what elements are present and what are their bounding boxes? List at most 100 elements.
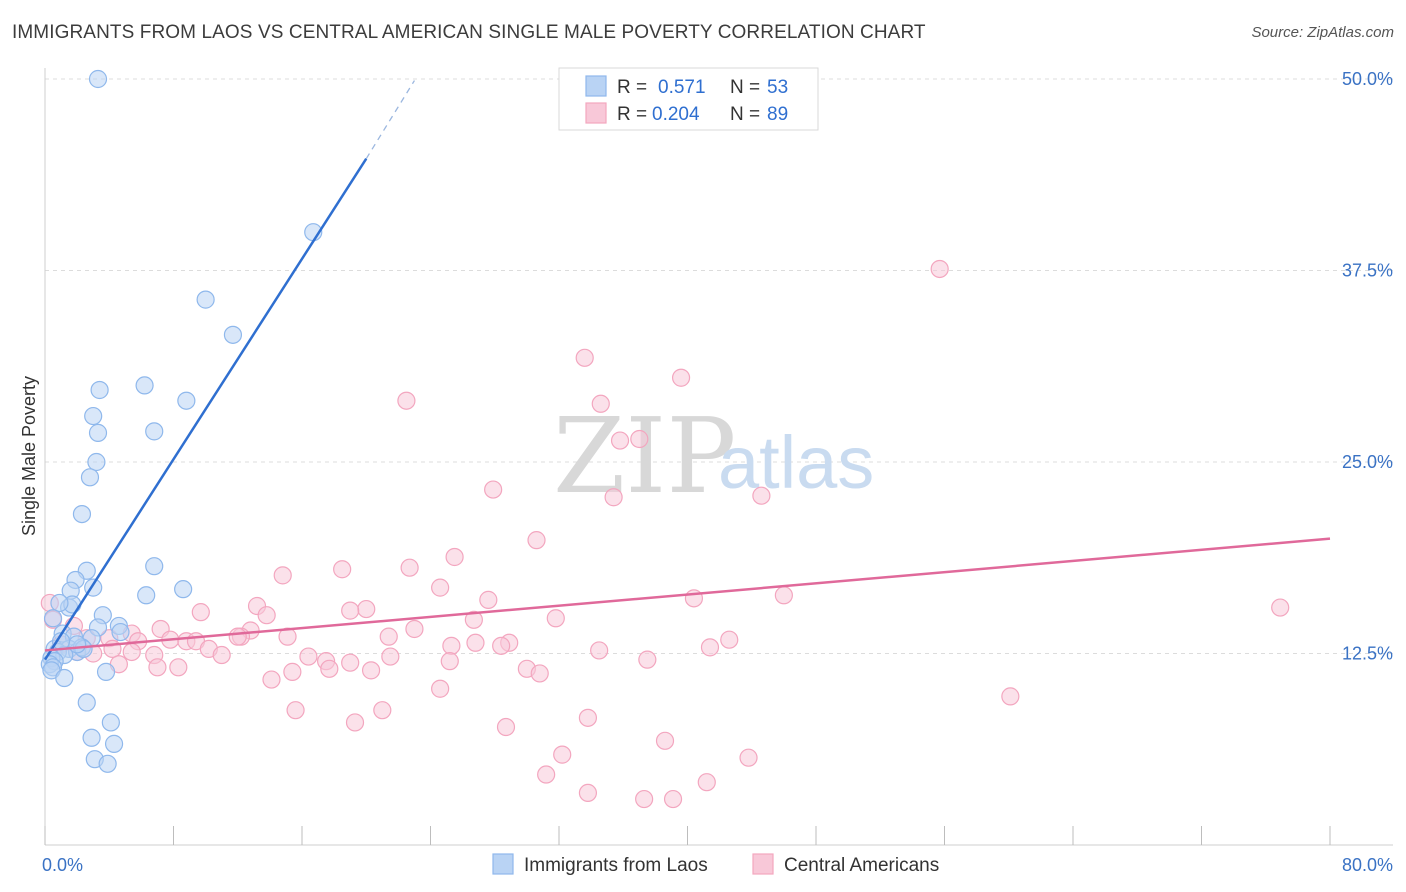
- legend-r-value-laos: 0.571: [658, 77, 706, 98]
- central-american-point: [590, 641, 609, 660]
- central-american-point: [257, 606, 276, 625]
- bottom-legend-swatch-laos: [492, 853, 514, 875]
- watermark: ZIP atlas: [553, 395, 874, 517]
- central-american-point: [361, 661, 381, 680]
- central-american-point: [283, 662, 302, 681]
- laos-point: [111, 622, 130, 642]
- central-american-point: [373, 701, 392, 720]
- central-american-point: [546, 609, 565, 628]
- central-american-point: [273, 566, 292, 585]
- central-american-point: [345, 713, 365, 732]
- legend-r-label-laos: R =: [617, 77, 647, 98]
- central-american-point: [671, 368, 691, 387]
- legend-n-value-laos: 53: [767, 77, 788, 98]
- laos-point: [90, 380, 109, 400]
- stats-legend: R = 0.571 N = 53 R = 0.204 N = 89: [558, 67, 819, 131]
- laos-point: [196, 290, 215, 309]
- laos-point: [96, 662, 116, 681]
- laos-point: [43, 609, 63, 628]
- laos-point: [137, 586, 156, 605]
- central-american-point: [341, 653, 360, 672]
- central-american-point: [604, 488, 623, 507]
- central-american-point: [381, 647, 400, 666]
- central-american-point: [445, 547, 464, 567]
- central-american-point: [700, 638, 720, 657]
- bottom-legend-label-laos: Immigrants from Laos: [524, 855, 708, 876]
- central-american-point: [697, 773, 716, 792]
- legend-n-label-laos: N =: [730, 77, 760, 98]
- central-american-point: [630, 429, 649, 449]
- x-tick-label-min: 0.0%: [42, 855, 83, 875]
- laos-point: [223, 325, 243, 344]
- bottom-legend-swatch-central: [752, 853, 774, 875]
- central-american-point: [397, 391, 416, 410]
- legend-r-value-central: 0.204: [652, 104, 700, 125]
- central-american-point: [774, 586, 793, 605]
- laos-trend-extension: [365, 80, 415, 160]
- central-american-point: [578, 783, 598, 803]
- y-tick-label: 37.5%: [1342, 261, 1393, 281]
- central-american-point: [341, 601, 360, 620]
- central-american-point: [720, 630, 739, 649]
- laos-point: [80, 468, 100, 487]
- central-american-point: [191, 603, 210, 622]
- laos-point: [77, 693, 96, 712]
- central-american-point: [320, 659, 339, 678]
- laos-point: [104, 734, 124, 753]
- central-american-point: [262, 670, 281, 689]
- central-american-point: [286, 701, 305, 720]
- laos-point: [135, 376, 154, 395]
- source-label: Source: ZipAtlas.com: [1251, 24, 1394, 41]
- central-american-point: [479, 590, 498, 609]
- laos-point: [177, 391, 196, 410]
- central-american-point: [357, 599, 376, 619]
- central-american-point: [930, 259, 949, 279]
- y-tick-label: 50.0%: [1342, 69, 1393, 89]
- central-american-point: [431, 578, 450, 597]
- chart-title: IMMIGRANTS FROM LAOS VS CENTRAL AMERICAN…: [12, 22, 926, 43]
- legend-n-value-central: 89: [767, 104, 788, 125]
- central-american-point: [575, 348, 594, 367]
- central-americans-trend-line: [44, 537, 1331, 652]
- central-american-point: [379, 627, 398, 646]
- central-american-point: [442, 636, 461, 655]
- y-tick-label: 25.0%: [1342, 452, 1393, 472]
- laos-point: [145, 557, 164, 576]
- grid-lines: [45, 78, 1393, 654]
- central-american-point: [212, 645, 231, 665]
- central-american-point: [1001, 687, 1020, 706]
- laos-point: [50, 593, 69, 613]
- central-american-point: [635, 789, 654, 809]
- y-tick-label: 12.5%: [1342, 644, 1393, 664]
- central-american-point: [400, 558, 419, 577]
- central-american-point: [1271, 598, 1290, 617]
- bottom-legend-label-central: Central Americans: [784, 855, 939, 876]
- laos-point: [72, 504, 92, 524]
- central-american-point: [299, 647, 318, 666]
- watermark-zip: ZIP: [553, 395, 736, 517]
- laos-point: [145, 422, 164, 441]
- central-american-point: [655, 731, 675, 750]
- central-american-point: [169, 658, 188, 677]
- central-american-point: [578, 708, 598, 727]
- central-american-point: [122, 642, 141, 662]
- central-american-point: [496, 717, 516, 737]
- central-american-point: [431, 679, 450, 698]
- axes: [44, 68, 1393, 846]
- central-american-point: [492, 636, 511, 655]
- laos-point: [98, 754, 117, 773]
- central-american-point: [752, 486, 771, 505]
- central-american-point: [527, 531, 546, 550]
- x-tick-labels: 0.0% 80.0%: [42, 855, 1393, 875]
- legend-swatch-central: [585, 102, 607, 124]
- central-american-point: [663, 789, 683, 809]
- x-tick-label-max: 80.0%: [1342, 855, 1393, 875]
- laos-point: [68, 635, 87, 654]
- legend-n-label-central: N =: [730, 104, 760, 125]
- laos-point: [88, 423, 108, 442]
- central-american-point: [484, 480, 503, 499]
- laos-point: [82, 728, 101, 747]
- central-american-point: [405, 619, 424, 639]
- laos-point: [87, 452, 106, 472]
